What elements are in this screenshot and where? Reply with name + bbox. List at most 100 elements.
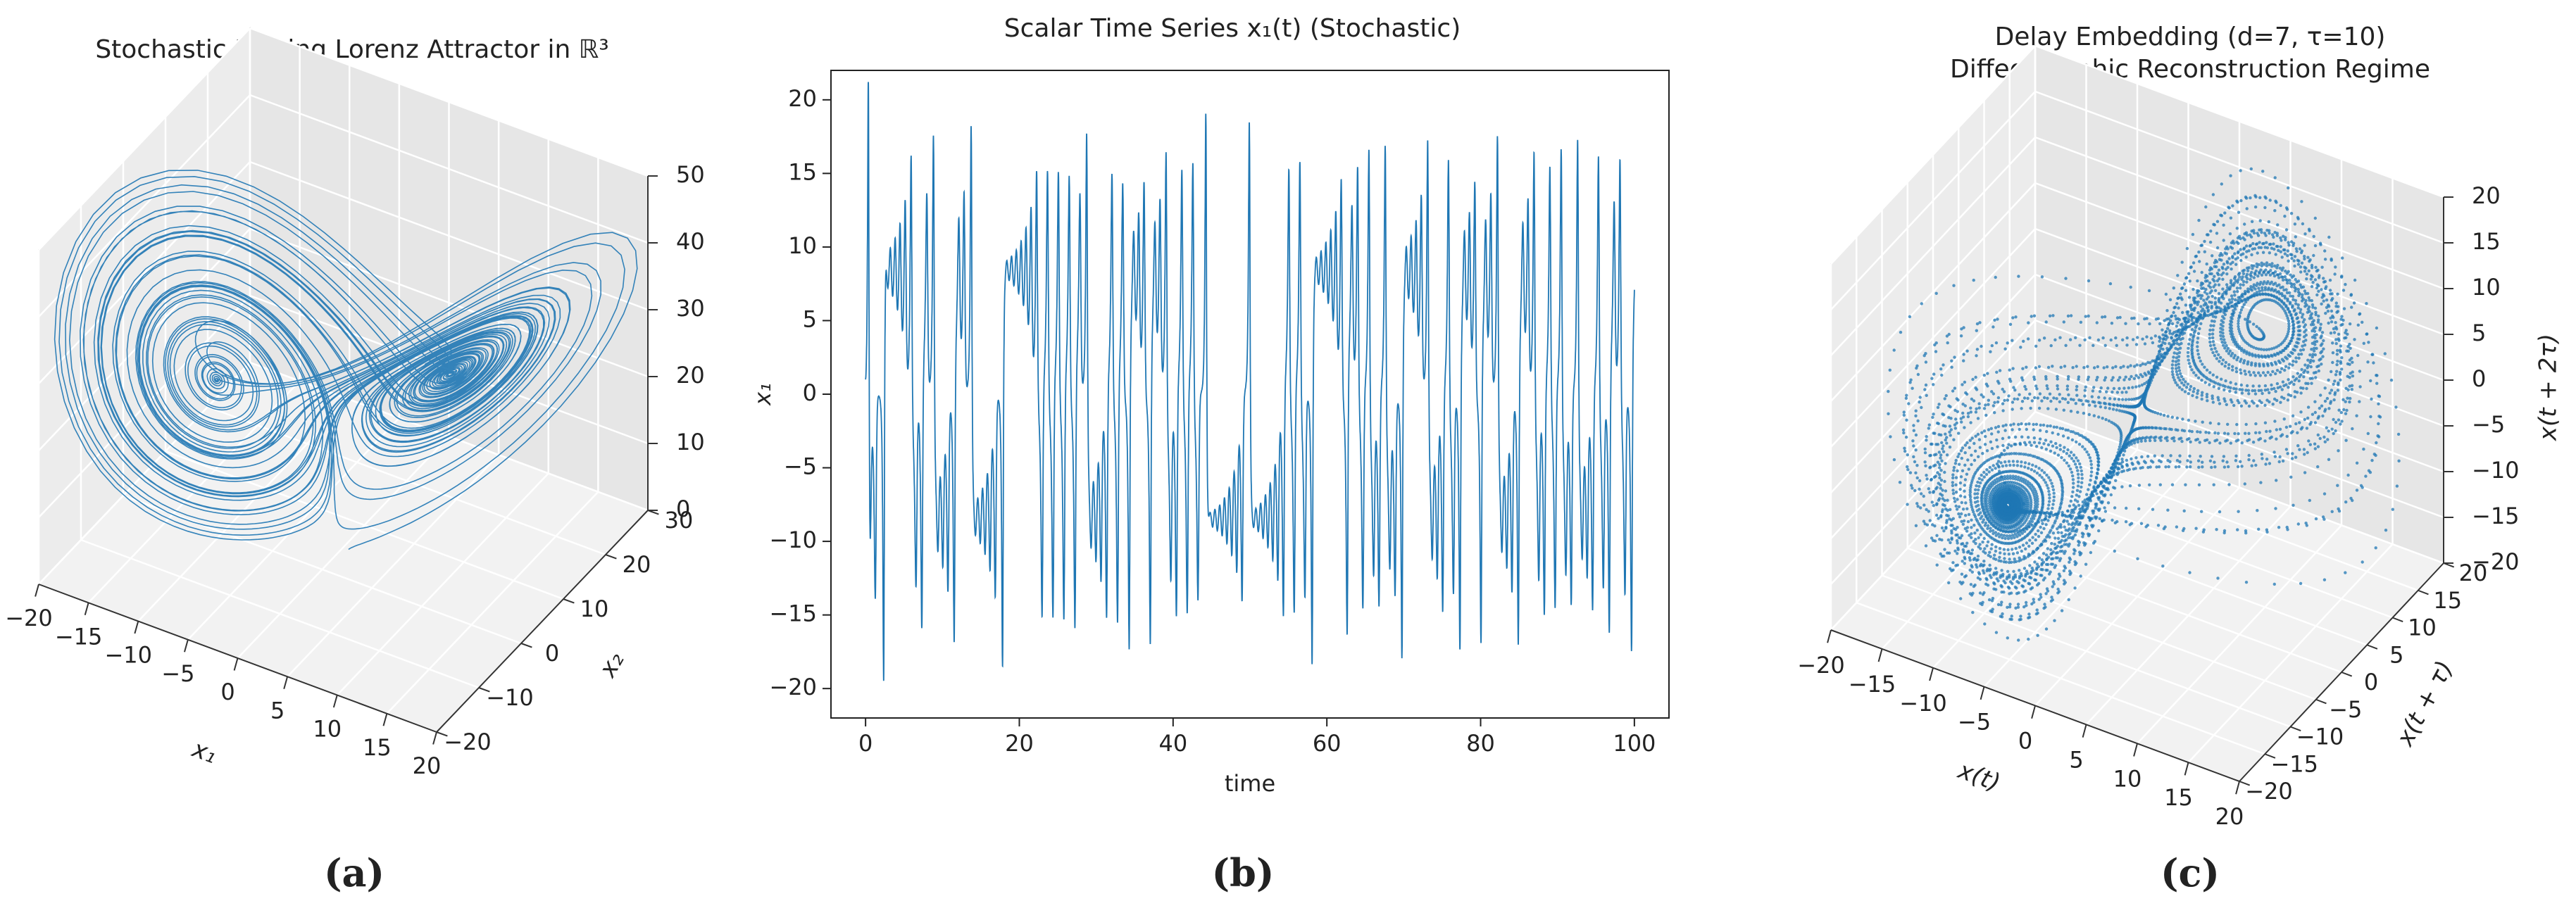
scatter-point: [1889, 435, 1892, 439]
scatter-point: [1962, 359, 1965, 363]
scatter-point: [2246, 389, 2251, 392]
scatter-point: [2247, 370, 2251, 374]
scatter-point: [2322, 492, 2327, 496]
scatter-point: [1912, 429, 1915, 432]
scatter-point: [2049, 548, 2053, 552]
scatter-point: [2177, 334, 2181, 338]
scatter-point: [2053, 521, 2056, 525]
scatter-point: [2314, 326, 2318, 329]
scatter-point: [1960, 512, 1963, 516]
scatter-point: [2085, 450, 2089, 454]
scatter-point: [2350, 384, 2354, 387]
scatter-point: [1987, 403, 1990, 406]
scatter-point: [2008, 368, 2011, 372]
scatter-point: [2312, 371, 2316, 374]
scatter-point: [2294, 312, 2299, 315]
scatter-point: [2208, 281, 2212, 285]
scatter-point: [2270, 265, 2274, 268]
scatter-point: [2040, 275, 2044, 279]
scatter-point: [1922, 519, 1926, 523]
scatter-point: [2115, 344, 2118, 347]
scatter-point: [2223, 346, 2227, 350]
scatter-point: [2046, 443, 2051, 447]
scatter-point: [2072, 481, 2075, 485]
scatter-point: [1939, 456, 1942, 460]
scatter-point: [2013, 435, 2018, 439]
scatter-point: [1983, 443, 1987, 446]
scatter-point: [2028, 510, 2032, 513]
scatter-point: [1976, 554, 1980, 558]
scatter-point: [1937, 403, 1941, 406]
scatter-point: [2250, 295, 2253, 298]
scatter-point: [2278, 370, 2282, 374]
scatter-point: [2366, 431, 2370, 436]
y-tick-label: −10: [486, 684, 534, 711]
scatter-point: [2244, 431, 2247, 435]
scatter-point: [2048, 314, 2052, 317]
scatter-point: [2291, 414, 2295, 417]
scatter-point: [2244, 244, 2249, 248]
scatter-point: [2058, 336, 2062, 339]
x-tick-mark: [283, 676, 289, 690]
scatter-point: [1976, 417, 1980, 420]
scatter-point: [2367, 341, 2370, 344]
scatter-point: [1953, 408, 1957, 412]
scatter-point: [2011, 316, 2015, 320]
scatter-point: [1957, 512, 1961, 516]
scatter-point: [2017, 559, 2021, 563]
scatter-point: [2206, 310, 2210, 313]
scatter-point: [2175, 324, 2178, 328]
scatter-point: [2294, 235, 2297, 239]
scatter-point: [2301, 348, 2306, 351]
scatter-point: [1960, 456, 1963, 460]
scatter-point: [2322, 299, 2325, 303]
scatter-point: [2006, 398, 2010, 402]
scatter-point: [2131, 386, 2134, 389]
scatter-point: [2208, 344, 2213, 348]
scatter-point: [2349, 346, 2352, 350]
scatter-point: [2025, 527, 2028, 530]
scatter-point: [1985, 544, 1989, 548]
scatter-point: [2279, 245, 2282, 248]
scatter-point: [2000, 591, 2003, 594]
scatter-point: [2001, 465, 2005, 468]
scatter-point: [2203, 301, 2207, 305]
scatter-point: [2244, 298, 2247, 301]
scatter-point: [1961, 403, 1965, 406]
scatter-point: [2339, 344, 2343, 348]
scatter-point: [1935, 534, 1939, 537]
scatter-point: [2115, 462, 2118, 465]
scatter-point: [1946, 551, 1949, 555]
scatter-point: [2330, 370, 2333, 374]
scatter-point: [2040, 506, 2044, 510]
scatter-point: [2092, 511, 2095, 515]
scatter-point: [2125, 506, 2128, 510]
scatter-point: [1986, 524, 1990, 527]
scatter-point: [2287, 259, 2290, 263]
scatter-point: [1992, 587, 1996, 591]
scatter-point: [2317, 369, 2320, 373]
scatter-point: [1984, 582, 1988, 586]
scatter-point: [2258, 283, 2262, 286]
scatter-point: [2021, 367, 2025, 370]
scatter-point: [2079, 320, 2083, 324]
scatter-point: [2066, 377, 2070, 381]
scatter-point: [1912, 444, 1915, 448]
scatter-point: [2103, 406, 2107, 410]
scatter-point: [1991, 456, 1995, 460]
scatter-point: [2196, 318, 2200, 322]
scatter-point: [2198, 327, 2201, 331]
panel-label-a: (a): [323, 850, 385, 895]
scatter-point: [2270, 387, 2273, 391]
scatter-point: [2077, 512, 2080, 516]
scatter-point: [2111, 408, 2115, 411]
scatter-point: [2095, 492, 2099, 496]
scatter-point: [2337, 509, 2341, 513]
scatter-point: [2272, 274, 2277, 278]
scatter-point: [1982, 512, 1987, 516]
scatter-point: [2114, 365, 2118, 368]
scatter-point: [2218, 510, 2222, 514]
scatter-point: [1988, 504, 1992, 508]
scatter-point: [2247, 404, 2251, 408]
scatter-point: [2088, 456, 2092, 460]
